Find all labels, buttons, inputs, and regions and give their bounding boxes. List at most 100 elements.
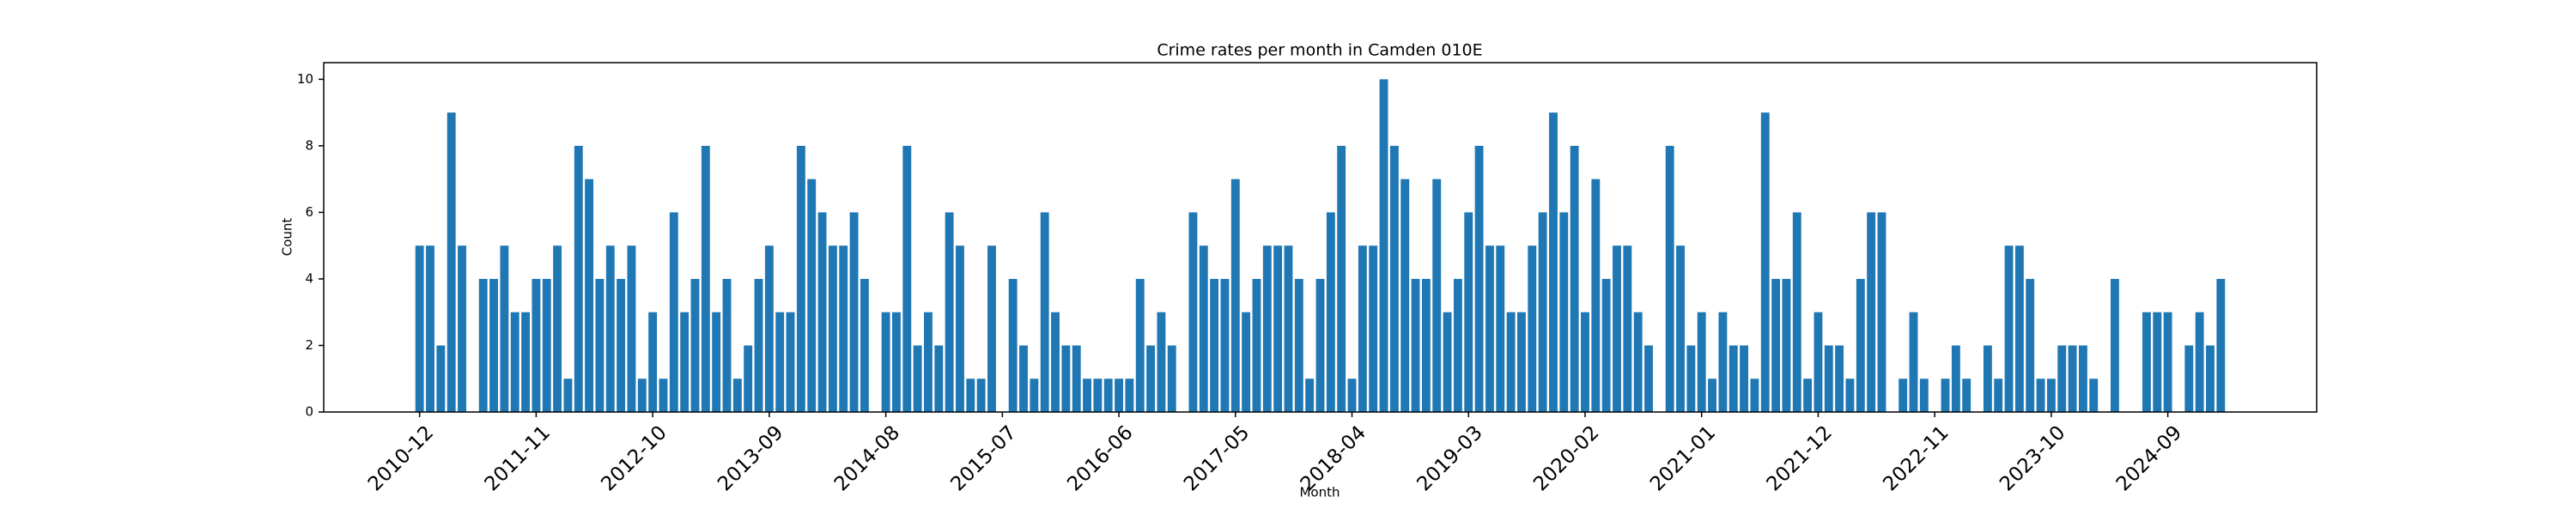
bar: [1411, 278, 1420, 412]
bar: [627, 245, 636, 412]
bar: [828, 245, 837, 412]
bar: [1782, 278, 1791, 412]
plot-area: 0 2 4 6 8 10 2010-12 2011-11 2012-10 2013-09 2014-…: [297, 71, 2226, 496]
bar: [1464, 212, 1473, 412]
bar: [2184, 345, 2194, 412]
x-tick-label: 2014-08: [830, 421, 904, 495]
bar: [1941, 379, 1950, 412]
bar: [1496, 245, 1505, 412]
bar: [2111, 278, 2119, 412]
bar: [881, 312, 890, 412]
bar: [1824, 345, 1833, 412]
x-axis-label: Month: [1299, 485, 1340, 500]
bar: [659, 379, 668, 412]
bar: [500, 245, 509, 412]
bar: [1570, 145, 1579, 412]
bar: [2068, 345, 2077, 412]
x-tick-label: 2019-03: [1413, 421, 1486, 495]
bar: [510, 312, 519, 412]
bar: [1867, 212, 1876, 412]
bar: [1242, 312, 1251, 412]
bar: [849, 212, 859, 412]
bar: [1051, 312, 1060, 412]
bar: [489, 278, 498, 412]
bar: [1909, 312, 1918, 412]
bar: [478, 278, 488, 412]
bar: [1421, 278, 1431, 412]
bar: [1506, 312, 1516, 412]
bar: [2014, 245, 2024, 412]
bar: [2206, 345, 2215, 412]
bar: [1103, 379, 1113, 412]
bar: [1125, 379, 1134, 412]
bar: [2195, 312, 2204, 412]
x-tick-label: 2023-10: [1996, 421, 2069, 495]
x-tick-label: 2021-01: [1646, 421, 1720, 495]
bar: [680, 312, 690, 412]
bar: [1199, 245, 1208, 412]
y-tick-label: 8: [305, 137, 313, 153]
x-tick-label: 2024-09: [2112, 421, 2186, 495]
bar: [1962, 379, 1971, 412]
bar: [1877, 212, 1886, 412]
bar: [426, 245, 434, 412]
bar: [1740, 345, 1749, 412]
bar: [1581, 312, 1589, 412]
axes-frame: [323, 62, 2318, 413]
bar: [744, 345, 753, 412]
bar: [1315, 278, 1325, 412]
x-tick-label: 2016-06: [1063, 421, 1137, 495]
bar: [1083, 379, 1091, 412]
bar: [1559, 212, 1569, 412]
bar: [1623, 245, 1632, 412]
bar: [532, 278, 541, 412]
bar: [1549, 112, 1558, 412]
bar: [1358, 245, 1367, 412]
bar: [1210, 278, 1219, 412]
bar: [712, 312, 721, 412]
bar: [1994, 379, 2003, 412]
x-tick-label: 2021-12: [1763, 421, 1837, 495]
bar: [1157, 312, 1166, 412]
bar: [754, 278, 763, 412]
bar: [2046, 379, 2056, 412]
bar: [891, 312, 901, 412]
bar: [1485, 245, 1494, 412]
y-tick-label: 6: [305, 204, 313, 220]
bar: [690, 278, 700, 412]
bar: [1665, 145, 1674, 412]
bar: [913, 345, 922, 412]
bar: [1389, 145, 1399, 412]
bar: [1835, 345, 1844, 412]
bar: [1220, 278, 1230, 412]
bar: [1686, 345, 1696, 412]
bar: [1443, 312, 1452, 412]
bar: [1538, 212, 1547, 412]
bar: [1845, 379, 1855, 412]
x-tick-label: 2013-09: [714, 421, 787, 495]
bar: [2163, 312, 2172, 412]
bar: [1326, 212, 1335, 412]
bar: [2057, 345, 2067, 412]
bar: [1750, 379, 1759, 412]
bar: [1697, 312, 1706, 412]
bar: [796, 145, 805, 412]
bar: [1983, 345, 1992, 412]
bar: [521, 312, 530, 412]
x-tick-label: 2011-11: [481, 421, 555, 495]
bar: [817, 212, 827, 412]
bar: [1040, 212, 1049, 412]
y-tick-label: 0: [305, 404, 313, 420]
bar: [1146, 345, 1156, 412]
bar: [839, 245, 848, 412]
bar: [1814, 312, 1823, 412]
bar: [1633, 312, 1643, 412]
bar: [1899, 379, 1908, 412]
bar: [1728, 345, 1738, 412]
x-tick-label: 2012-10: [597, 421, 671, 495]
bar: [1294, 278, 1303, 412]
bar: [1528, 245, 1537, 412]
bar: [2142, 312, 2151, 412]
bar: [956, 245, 964, 412]
